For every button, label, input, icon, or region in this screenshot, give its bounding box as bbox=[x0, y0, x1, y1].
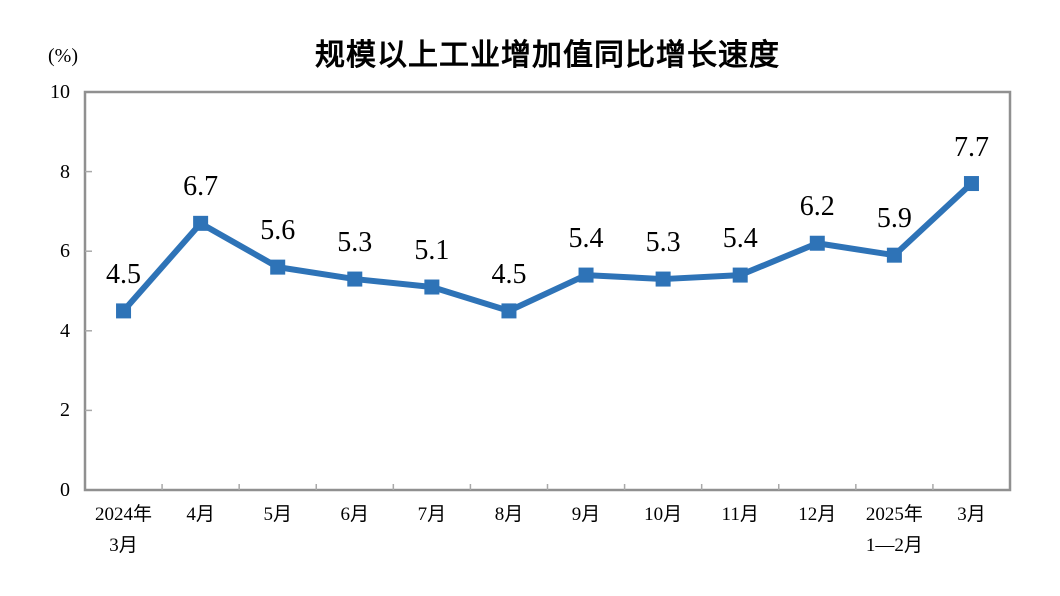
data-point-label: 6.7 bbox=[183, 171, 219, 203]
x-axis-tick-label: 9月 bbox=[572, 499, 601, 530]
y-axis-tick-label: 10 bbox=[50, 81, 70, 103]
x-axis-tick-label: 2024年 3月 bbox=[95, 499, 152, 561]
y-axis-tick-label: 8 bbox=[60, 160, 70, 183]
data-point-marker bbox=[116, 303, 132, 319]
y-axis-tick-label: 2 bbox=[60, 399, 70, 422]
data-point-label: 5.3 bbox=[337, 227, 373, 259]
data-point-marker bbox=[809, 235, 825, 251]
line-series bbox=[121, 181, 974, 314]
x-axis-tick-label: 3月 bbox=[957, 499, 986, 530]
x-axis-tick-label: 8月 bbox=[495, 499, 524, 530]
data-point-marker bbox=[655, 271, 671, 287]
y-axis-unit-label: (%) bbox=[48, 45, 78, 67]
x-axis-tick-label-line: 9月 bbox=[571, 504, 601, 525]
data-point-marker bbox=[501, 303, 517, 319]
data-point-label: 6.2 bbox=[799, 191, 835, 223]
data-point-marker bbox=[578, 267, 594, 283]
x-axis-tick-label: 6月 bbox=[341, 499, 370, 530]
data-point-marker bbox=[424, 279, 440, 295]
x-axis-tick-label-line: 2024年 bbox=[95, 504, 153, 525]
x-axis-tick-label-line: 3月 bbox=[109, 535, 138, 556]
x-axis-tick-label-line: 2025年 bbox=[865, 504, 923, 525]
data-point-marker bbox=[347, 271, 363, 287]
x-axis-tick-label-line: 12月 bbox=[798, 504, 837, 525]
data-point-marker bbox=[732, 267, 748, 283]
data-point-label: 5.4 bbox=[568, 223, 604, 255]
x-axis-tick-label: 10月 bbox=[644, 499, 682, 530]
x-axis-tick-label: 5月 bbox=[263, 499, 292, 530]
x-axis-tick-label-line: 8月 bbox=[494, 504, 524, 525]
data-point-marker bbox=[193, 215, 209, 231]
x-axis-tick-label: 12月 bbox=[798, 499, 836, 530]
x-axis-tick-label-line: 11月 bbox=[721, 504, 759, 525]
x-axis-tick-label: 7月 bbox=[418, 499, 447, 530]
data-point-label: 5.6 bbox=[260, 215, 296, 247]
x-axis-tick-label-line: 1—2月 bbox=[865, 535, 923, 556]
data-point-label: 5.1 bbox=[414, 235, 450, 267]
data-point-label: 5.4 bbox=[722, 223, 758, 255]
data-point-label: 5.3 bbox=[645, 227, 681, 259]
data-point-marker bbox=[886, 247, 902, 263]
x-axis-tick-label: 4月 bbox=[186, 499, 215, 530]
data-point-label: 5.9 bbox=[876, 203, 912, 235]
x-axis-tick-label-line: 3月 bbox=[957, 504, 986, 525]
x-axis-tick-label-line: 10月 bbox=[644, 504, 683, 525]
y-axis-tick-label: 6 bbox=[60, 240, 70, 263]
x-axis-tick-label: 2025年 1—2月 bbox=[866, 499, 923, 561]
x-axis-tick-label-line: 6月 bbox=[340, 504, 370, 525]
data-point-marker bbox=[963, 176, 979, 192]
x-axis-tick-label-line: 5月 bbox=[263, 504, 292, 525]
y-axis-tick-label: 4 bbox=[60, 319, 70, 342]
data-point-label: 4.5 bbox=[106, 258, 142, 290]
x-axis-tick-label-line: 7月 bbox=[417, 504, 447, 525]
y-axis-tick-label: 0 bbox=[60, 479, 70, 501]
data-point-marker bbox=[270, 259, 286, 275]
x-axis-tick-label: 11月 bbox=[722, 499, 759, 530]
chart-title: 规模以上工业增加值同比增长速度 bbox=[315, 39, 780, 72]
data-point-label: 4.5 bbox=[491, 258, 527, 290]
data-point-label: 7.7 bbox=[953, 131, 989, 163]
x-axis-tick-label-line: 4月 bbox=[186, 504, 215, 525]
